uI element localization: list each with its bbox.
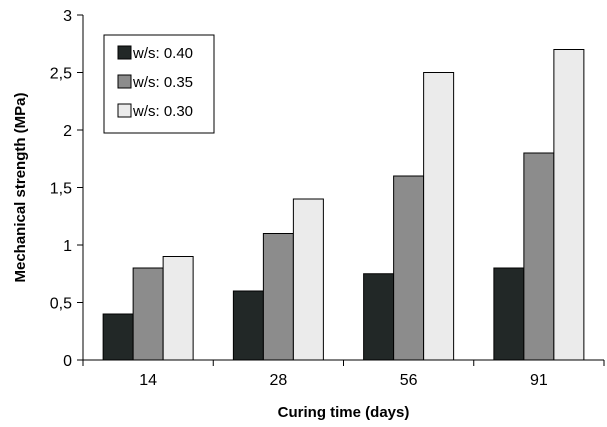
bar (493, 267, 525, 361)
legend: w/s: 0.40 w/s: 0.35 w/s: 0.30 (103, 34, 215, 134)
y-axis-title: Mechanical strength (MPa) (12, 92, 29, 282)
bar (423, 72, 455, 361)
bar (553, 49, 585, 361)
legend-swatch (117, 103, 132, 118)
bar (262, 233, 294, 361)
legend-swatch (117, 74, 132, 89)
x-axis-ticks: 14 28 56 91 (82, 360, 605, 389)
legend-label: w/s: 0.30 (132, 103, 193, 120)
y-tick-label: 0 (63, 353, 72, 370)
bar (363, 273, 395, 361)
bar (232, 290, 264, 361)
bar (523, 152, 555, 361)
bar (162, 256, 194, 361)
bar (132, 267, 164, 361)
legend-item: w/s: 0.35 (117, 74, 193, 91)
y-tick-label: 0,5 (50, 296, 72, 313)
y-tick-label: 2,5 (50, 66, 72, 83)
y-tick-label: 3 (63, 8, 72, 25)
bar (102, 313, 134, 361)
y-tick-label: 1 (63, 238, 72, 255)
x-tick-label: 91 (530, 372, 548, 389)
y-axis-ticks: 0 0,5 1 1,5 2 2,5 3 (50, 8, 83, 370)
legend-label: w/s: 0.35 (132, 74, 193, 91)
bars-group (102, 49, 585, 361)
x-axis-title: Curing time (days) (278, 404, 410, 421)
x-tick-label: 56 (400, 372, 418, 389)
legend-label: w/s: 0.40 (132, 45, 193, 62)
bar (393, 175, 425, 361)
legend-swatch (117, 45, 132, 60)
bar (292, 198, 324, 361)
legend-item: w/s: 0.30 (117, 103, 193, 120)
y-tick-label: 1,5 (50, 181, 72, 198)
x-tick-label: 14 (139, 372, 157, 389)
x-tick-label: 28 (269, 372, 287, 389)
legend-item: w/s: 0.40 (117, 45, 193, 62)
y-tick-label: 2 (63, 123, 72, 140)
